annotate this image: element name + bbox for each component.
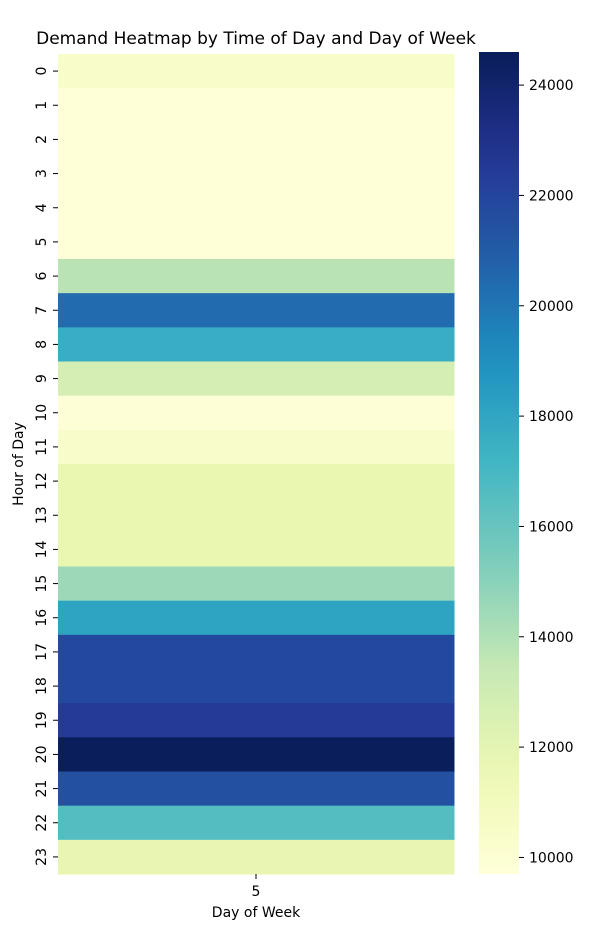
colorbar-tick-label: 12000: [529, 740, 574, 756]
heatmap-cell: [58, 703, 455, 738]
heatmap-cell: [58, 122, 455, 157]
y-tick-label: 3: [34, 169, 50, 178]
colorbar-tick-label: 18000: [529, 409, 574, 425]
heatmap-cell: [58, 532, 455, 567]
y-tick-label: 9: [34, 374, 50, 383]
heatmap-cell: [58, 327, 455, 362]
colorbar-tick-label: 22000: [529, 188, 574, 204]
chart-title: Demand Heatmap by Time of Day and Day of…: [36, 29, 476, 49]
y-tick-label: 0: [34, 67, 50, 76]
y-tick-label: 14: [34, 540, 50, 558]
y-tick-label: 4: [34, 203, 50, 212]
y-tick-label: 23: [34, 848, 50, 866]
x-axis-ticks: 5: [252, 874, 261, 900]
heatmap-cell: [58, 361, 455, 397]
y-tick-label: 16: [34, 609, 50, 627]
y-tick-label: 8: [34, 340, 50, 349]
heatmap-cell: [58, 429, 455, 465]
y-tick-label: 7: [34, 306, 50, 315]
y-tick-label: 2: [34, 135, 50, 144]
y-axis-label: Hour of Day: [11, 422, 27, 506]
heatmap-cell: [58, 669, 455, 704]
y-tick-label: 15: [34, 575, 50, 593]
colorbar-tick-label: 20000: [529, 299, 574, 315]
heatmap-cell: [58, 259, 455, 294]
heatmap-cell: [58, 224, 455, 260]
y-tick-label: 1: [34, 101, 50, 110]
colorbar: [479, 52, 519, 874]
y-tick-label: 22: [34, 814, 50, 832]
heatmap-cell: [58, 293, 455, 328]
heatmap-cell: [58, 737, 455, 772]
heatmap-cells: [58, 54, 455, 875]
heatmap-cell: [58, 395, 455, 431]
x-axis-label: Day of Week: [212, 905, 301, 921]
y-tick-label: 6: [34, 272, 50, 281]
colorbar-tick-label: 24000: [529, 78, 574, 94]
colorbar-tick-label: 10000: [529, 850, 574, 866]
heatmap-cell: [58, 498, 455, 533]
y-tick-label: 10: [34, 404, 50, 422]
heatmap-cell: [58, 156, 455, 192]
heatmap-cell: [58, 88, 455, 123]
y-tick-label: 20: [34, 746, 50, 764]
heatmap-cell: [58, 600, 455, 636]
heatmap-cell: [58, 464, 455, 499]
y-tick-label: 13: [34, 506, 50, 524]
y-tick-label: 11: [34, 438, 50, 456]
y-tick-label: 5: [34, 237, 50, 246]
heatmap-cell: [58, 805, 455, 841]
heatmap-cell: [58, 839, 455, 875]
heatmap-cell: [58, 634, 455, 670]
colorbar-tick-label: 16000: [529, 519, 574, 535]
y-tick-label: 17: [34, 643, 50, 661]
y-tick-label: 21: [34, 780, 50, 798]
colorbar-tick-label: 14000: [529, 630, 574, 646]
heatmap-cell: [58, 771, 455, 807]
heatmap-cell: [58, 190, 455, 226]
y-tick-label: 19: [34, 711, 50, 729]
y-tick-label: 18: [34, 677, 50, 695]
x-tick-label: 5: [252, 884, 261, 900]
colorbar-ticks: 10000 12000 14000 16000 18000 20000 22000 24000: [519, 78, 574, 866]
heatmap-cell: [58, 54, 455, 89]
heatmap-cell: [58, 566, 455, 602]
y-tick-label: 12: [34, 472, 50, 490]
